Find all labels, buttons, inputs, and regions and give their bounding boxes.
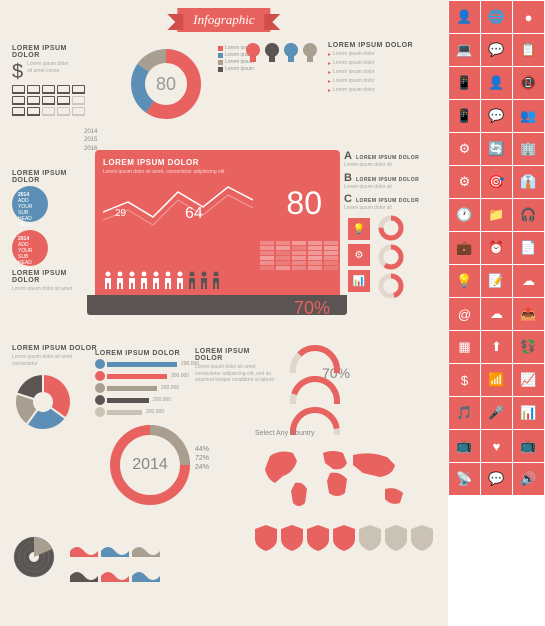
laptop-small-number: 29 <box>115 208 126 219</box>
palette-icon[interactable]: 📤 <box>513 298 544 330</box>
pie-text: Lorem ipsum dolor sit amet consectetur <box>12 354 82 367</box>
line-chart <box>103 182 253 227</box>
palette-icon[interactable]: 📱 <box>449 67 480 99</box>
palette-icon[interactable]: ⏰ <box>481 232 512 264</box>
laptop-chart: LOREM IPSUM DOLOR Lorem ipsum dolor sit … <box>95 150 340 325</box>
palette-icon[interactable]: 💼 <box>449 232 480 264</box>
bulb-text-list: LOREM IPSUM DOLOR ▸Lorem ipsum dolor▸Lor… <box>328 42 428 96</box>
mid-text: LOREM IPSUM DOLOR Lorem ipsum dolor sit … <box>195 348 280 384</box>
map-title: Select Any Country <box>255 430 435 437</box>
palette-icon[interactable]: 💱 <box>513 331 544 363</box>
palette-icon[interactable]: 💻 <box>449 34 480 66</box>
gauge-col: 70% <box>290 345 340 438</box>
dollar-icon: $ <box>12 61 23 84</box>
svg-text:80: 80 <box>156 74 176 94</box>
palette-icon[interactable]: 📊 <box>513 397 544 429</box>
text-block-text: Lorem ipsum dolor sit amet <box>12 286 84 293</box>
palette-icon[interactable]: ☁ <box>481 298 512 330</box>
dollar-section: LOREM IPSUM DOLOR $ Lorem ipsum dolor si… <box>12 45 72 84</box>
icon-palette: 👤🌐●💻💬📋📱👤📵📱💬👥⚙🔄🏢⚙🎯👔🕐📁🎧💼⏰📄💡📝☁@☁📤▦⬆💱$📶📈🎵🎤📊📺… <box>448 0 545 496</box>
laptop-title: LOREM IPSUM DOLOR <box>103 158 332 167</box>
palette-icon[interactable]: 📵 <box>513 67 544 99</box>
palette-icon[interactable]: 📱 <box>449 100 480 132</box>
palette-icon[interactable]: 👤 <box>449 1 480 33</box>
laptop-mid-number: 64 <box>185 205 203 223</box>
palette-icon[interactable]: 📺 <box>449 430 480 462</box>
cd-icon <box>12 535 56 579</box>
palette-icon[interactable]: @ <box>449 298 480 330</box>
palette-icon[interactable]: 👔 <box>513 166 544 198</box>
palette-icon[interactable]: 📈 <box>513 364 544 396</box>
palette-icon[interactable]: 📁 <box>481 199 512 231</box>
wave-icons <box>70 535 160 585</box>
people-pct: 70% <box>294 298 330 319</box>
palette-icon[interactable]: 🎤 <box>481 397 512 429</box>
dollar-title: LOREM IPSUM DOLOR <box>12 45 72 59</box>
shield-row <box>255 525 433 551</box>
hbar-title: LOREM IPSUM DOLOR <box>95 350 199 357</box>
palette-icon[interactable]: 💬 <box>481 463 512 495</box>
segmented-pie <box>12 371 74 433</box>
speech-bubbles: LOREM IPSUM DOLOR 2014ADD YOUR SUB HEAD … <box>12 170 84 274</box>
palette-icon[interactable]: 💬 <box>481 100 512 132</box>
main-donut: 80 <box>130 48 202 120</box>
palette-icon[interactable]: 💬 <box>481 34 512 66</box>
world-map-section: Select Any Country <box>255 430 435 523</box>
year-ring: 2014 <box>110 425 190 505</box>
palette-icon[interactable]: 📡 <box>449 463 480 495</box>
pct-list: 44%72%24% <box>195 445 209 472</box>
palette-icon[interactable]: 🔊 <box>513 463 544 495</box>
palette-icon[interactable]: 🎵 <box>449 397 480 429</box>
palette-icon[interactable]: ▦ <box>449 331 480 363</box>
palette-icon[interactable]: $ <box>449 364 480 396</box>
palette-icon[interactable]: 🎯 <box>481 166 512 198</box>
palette-icon[interactable]: 📝 <box>481 265 512 297</box>
laptop-grid <box>12 85 85 118</box>
palette-icon[interactable]: 🌐 <box>481 1 512 33</box>
palette-icon[interactable]: ☁ <box>513 265 544 297</box>
palette-icon[interactable]: 🕐 <box>449 199 480 231</box>
palette-icon[interactable]: 🔄 <box>481 133 512 165</box>
abc-list: ALOREM IPSUM DOLORLorem ipsum dolor sitB… <box>344 150 419 215</box>
title-ribbon: Infographic <box>177 8 270 32</box>
mid-text-body: Lorem ipsum dolor sit amet, consectetur … <box>195 364 280 384</box>
speech-title: LOREM IPSUM DOLOR <box>12 170 84 184</box>
side-icon-col: 💡⚙📊 <box>348 218 370 292</box>
palette-icon[interactable]: 📶 <box>481 364 512 396</box>
laptop-big-number: 80 <box>286 185 322 222</box>
hbar-chart: LOREM IPSUM DOLOR 290.000200.000200.0002… <box>95 350 199 419</box>
palette-icon[interactable]: 🏢 <box>513 133 544 165</box>
palette-icon[interactable]: 🎧 <box>513 199 544 231</box>
text-block-title: LOREM IPSUM DOLOR <box>12 270 84 284</box>
people-row <box>103 271 221 289</box>
palette-icon[interactable]: 👥 <box>513 100 544 132</box>
palette-icon[interactable]: 📋 <box>513 34 544 66</box>
world-map[interactable] <box>255 441 425 521</box>
bulb-icons <box>245 42 318 64</box>
palette-icon[interactable]: ⚙ <box>449 133 480 165</box>
mini-donut-col <box>378 215 404 299</box>
palette-icon[interactable]: 👤 <box>481 67 512 99</box>
palette-icon[interactable]: ● <box>513 1 544 33</box>
palette-icon[interactable]: 📄 <box>513 232 544 264</box>
laptop-text: Lorem ipsum dolor sit amet, consectetur … <box>103 169 332 176</box>
pie-title: LOREM IPSUM DOLOR <box>12 345 97 352</box>
bulb-text-title: LOREM IPSUM DOLOR <box>328 42 428 49</box>
palette-icon[interactable]: ♥ <box>481 430 512 462</box>
palette-icon[interactable]: ⚙ <box>449 166 480 198</box>
palette-icon[interactable]: 📺 <box>513 430 544 462</box>
pie-section: LOREM IPSUM DOLOR Lorem ipsum dolor sit … <box>12 345 97 435</box>
palette-icon[interactable]: 💡 <box>449 265 480 297</box>
palette-icon[interactable]: ⬆ <box>481 331 512 363</box>
sparklines <box>260 235 338 270</box>
text-block: LOREM IPSUM DOLOR Lorem ipsum dolor sit … <box>12 270 84 293</box>
mid-text-title: LOREM IPSUM DOLOR <box>195 348 280 362</box>
